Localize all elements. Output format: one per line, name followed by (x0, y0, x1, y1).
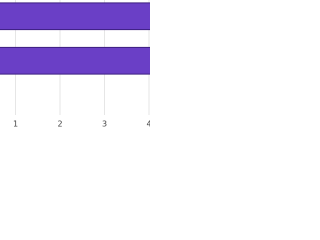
x-tick-label: 1 (13, 120, 18, 129)
x-tick-label: 2 (57, 120, 62, 129)
x-tick-label: 4 (146, 120, 150, 129)
x-tick-label: 3 (102, 120, 107, 129)
bar (0, 46, 150, 75)
chart: 1 2 3 4 (0, 0, 150, 129)
bar (0, 2, 150, 31)
